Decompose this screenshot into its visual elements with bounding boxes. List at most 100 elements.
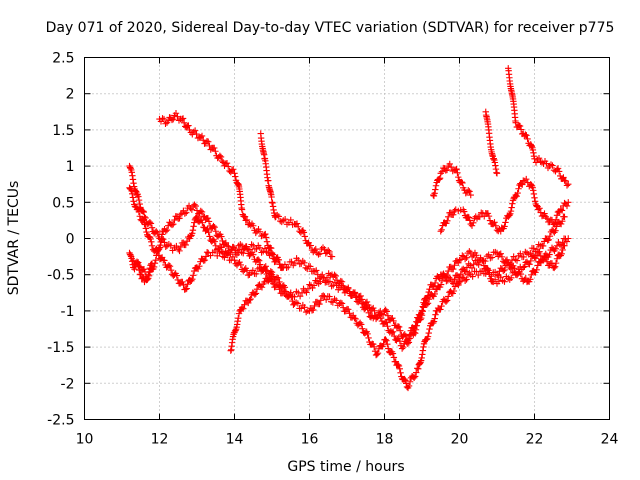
data-point <box>230 244 238 252</box>
data-point <box>288 258 295 266</box>
data-point <box>139 208 147 215</box>
data-point <box>257 261 264 268</box>
data-point <box>479 258 487 265</box>
data-point <box>198 132 206 140</box>
data-point <box>316 300 323 308</box>
data-point <box>419 347 427 354</box>
data-point <box>256 228 264 235</box>
data-point <box>297 305 305 312</box>
data-point <box>193 213 201 220</box>
data-point <box>531 194 538 202</box>
data-point <box>512 119 519 126</box>
data-point <box>523 132 530 139</box>
data-point <box>191 127 199 134</box>
data-point <box>430 192 438 200</box>
data-point <box>143 228 150 236</box>
data-point <box>551 263 559 270</box>
data-point <box>331 271 338 279</box>
data-point <box>512 256 519 263</box>
data-point <box>274 211 281 219</box>
data-point <box>170 116 177 123</box>
data-point <box>199 219 206 226</box>
data-point <box>293 220 301 227</box>
data-point <box>205 138 212 145</box>
data-point <box>345 306 352 313</box>
data-point <box>296 292 304 300</box>
data-point <box>351 314 358 322</box>
data-point <box>348 292 355 299</box>
data-point <box>311 302 318 310</box>
data-point <box>136 213 144 220</box>
series-track-5 <box>227 270 276 354</box>
data-point <box>516 122 524 130</box>
data-point <box>416 360 424 367</box>
data-point <box>510 253 517 260</box>
data-point <box>454 169 461 177</box>
data-point <box>171 216 178 224</box>
series-track-4 <box>156 110 287 271</box>
data-point <box>547 161 555 168</box>
data-point <box>173 272 180 279</box>
data-point <box>231 257 238 264</box>
data-point <box>383 308 390 315</box>
data-point <box>179 278 186 286</box>
y-tick-label: -2.5 <box>47 413 74 429</box>
data-point <box>430 318 438 325</box>
data-point <box>565 235 572 242</box>
data-point <box>159 115 166 122</box>
data-point <box>180 119 188 126</box>
data-point <box>173 242 180 250</box>
data-point <box>133 191 141 199</box>
data-point <box>162 120 169 127</box>
data-point <box>431 290 438 298</box>
data-point <box>552 227 559 234</box>
data-point <box>513 192 520 200</box>
data-point <box>312 245 319 253</box>
data-point <box>200 213 207 220</box>
data-point <box>136 200 143 208</box>
data-point <box>488 254 496 261</box>
data-point <box>313 267 320 274</box>
data-point <box>322 296 330 303</box>
data-point <box>252 290 260 297</box>
data-point <box>346 310 353 317</box>
data-point <box>436 174 444 182</box>
data-point <box>315 251 322 258</box>
data-point <box>246 246 254 253</box>
data-point <box>129 172 136 179</box>
data-point <box>258 284 266 291</box>
data-point <box>168 221 176 229</box>
data-point <box>552 259 560 267</box>
data-point <box>129 176 137 183</box>
data-point <box>160 115 168 123</box>
data-point <box>329 299 337 306</box>
data-point <box>470 219 477 226</box>
data-points <box>126 65 572 392</box>
data-point <box>502 219 509 226</box>
data-point <box>337 299 344 306</box>
data-point <box>253 245 260 253</box>
y-tick-label: 0 <box>66 232 75 248</box>
data-point <box>425 329 432 337</box>
data-point <box>224 252 232 259</box>
data-point <box>185 122 192 129</box>
data-point <box>187 232 195 240</box>
data-point <box>493 271 501 278</box>
data-point <box>147 262 154 269</box>
data-point <box>240 305 247 312</box>
data-point <box>141 221 149 228</box>
data-point <box>243 216 251 224</box>
data-point <box>561 213 568 220</box>
data-point <box>196 262 203 270</box>
data-point <box>451 262 458 269</box>
y-tick-label: 1.5 <box>52 123 74 139</box>
x-tick-label: 22 <box>526 432 544 448</box>
data-point <box>146 218 154 226</box>
data-point <box>183 285 190 292</box>
data-point <box>384 323 391 330</box>
data-point <box>390 317 397 325</box>
data-point <box>206 233 213 240</box>
data-point <box>189 230 196 237</box>
data-point <box>402 377 409 384</box>
